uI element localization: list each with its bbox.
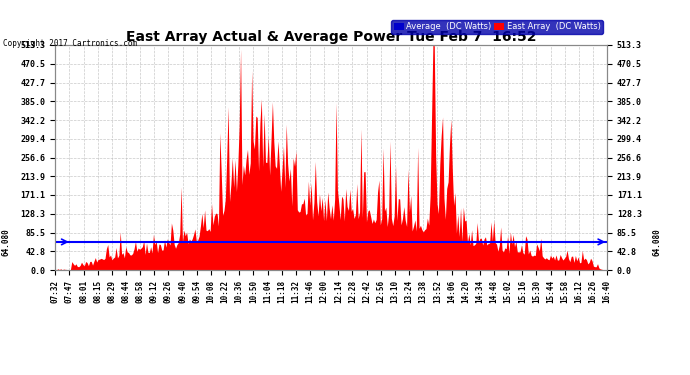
Text: Copyright 2017 Cartronics.com: Copyright 2017 Cartronics.com bbox=[3, 39, 137, 48]
Text: 64.080: 64.080 bbox=[1, 228, 10, 256]
Text: 64.080: 64.080 bbox=[652, 228, 662, 256]
Legend: Average  (DC Watts), East Array  (DC Watts): Average (DC Watts), East Array (DC Watts… bbox=[391, 20, 603, 34]
Title: East Array Actual & Average Power Tue Feb 7  16:52: East Array Actual & Average Power Tue Fe… bbox=[126, 30, 536, 44]
